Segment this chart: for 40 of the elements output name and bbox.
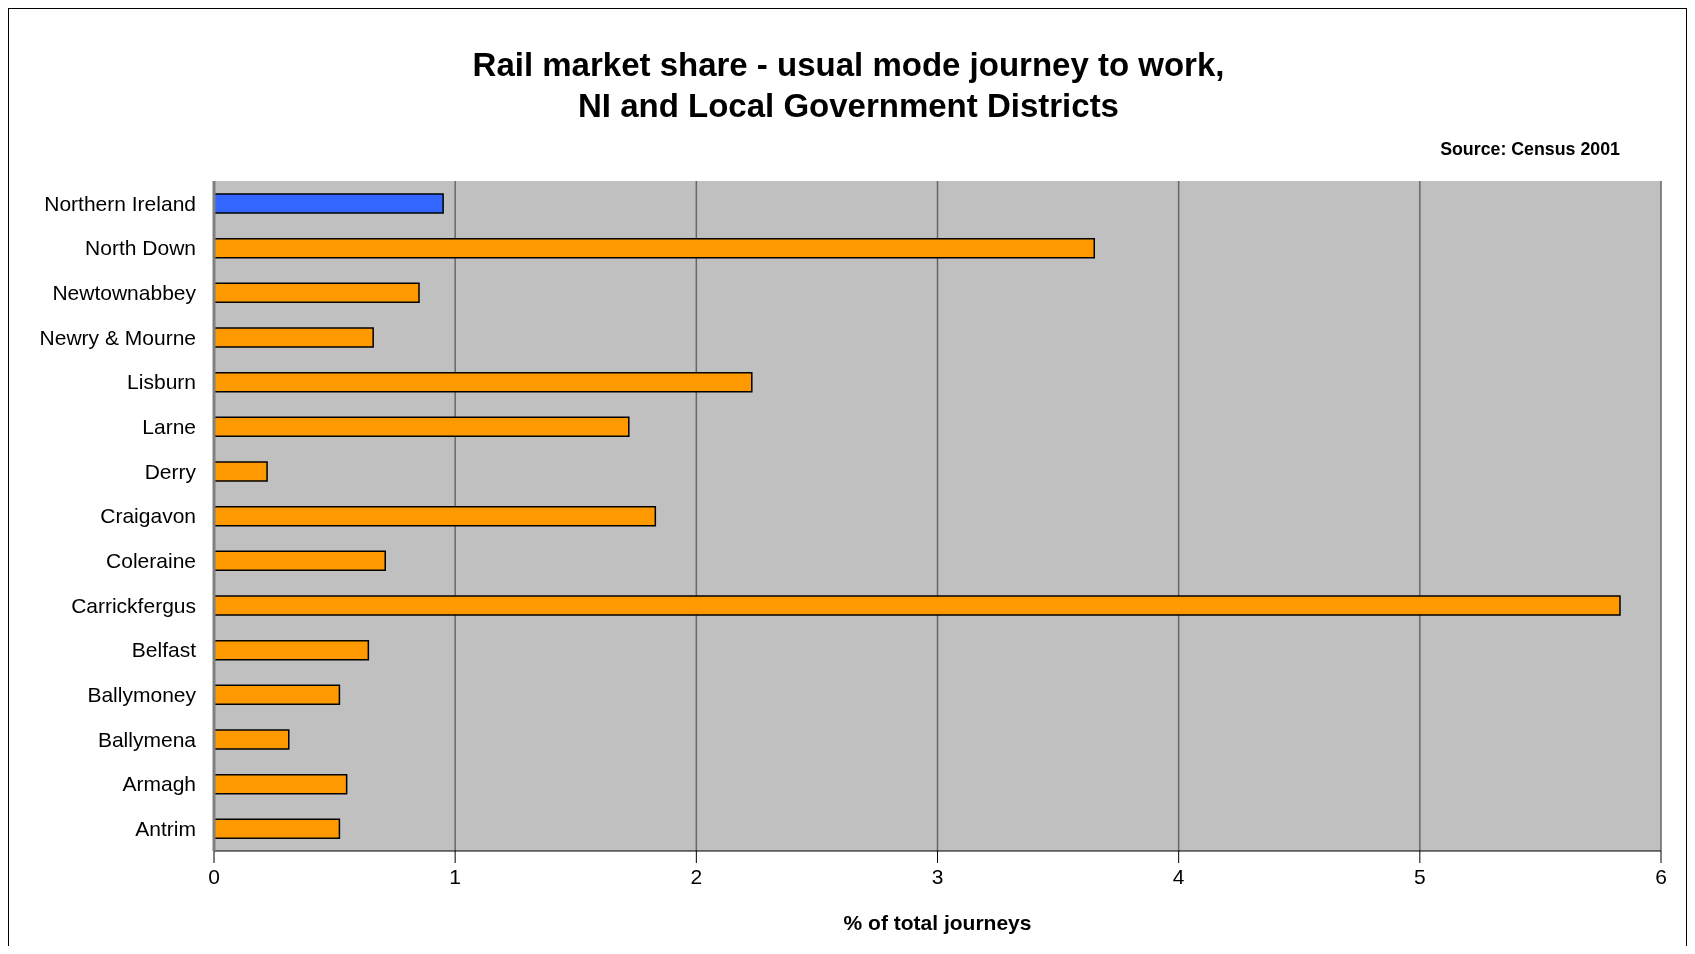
y-tick-label: Antrim	[135, 817, 196, 841]
x-tick-label: 5	[1413, 864, 1426, 888]
source-note: Source: Census 2001	[1440, 139, 1620, 160]
y-tick-label: Coleraine	[106, 549, 196, 573]
y-tick-label: Newtownabbey	[52, 281, 197, 305]
y-tick-label: Northern Ireland	[44, 191, 196, 215]
y-tick-label: Derry	[144, 459, 197, 483]
bar	[214, 595, 1621, 616]
x-tick-label: 6	[1655, 864, 1667, 888]
x-axis-title: % of total journeys	[842, 911, 1033, 935]
bar	[214, 729, 290, 750]
x-tick-label: 0	[208, 864, 220, 888]
x-tick-label: 2	[690, 864, 703, 888]
y-tick-label: Larne	[142, 415, 196, 439]
bar	[214, 550, 386, 572]
y-tick-label: Newry & Mourne	[39, 325, 196, 349]
bar	[214, 416, 630, 438]
bar	[214, 639, 370, 661]
bar	[214, 237, 1096, 259]
bar	[214, 684, 341, 706]
y-tick-label: Craigavon	[100, 504, 196, 528]
y-tick-label: Ballymoney	[87, 683, 197, 707]
bar	[214, 327, 374, 348]
y-tick-label: Armagh	[122, 772, 196, 796]
y-tick-label: Lisburn	[127, 370, 196, 394]
bar	[214, 193, 444, 214]
bar	[214, 371, 753, 393]
y-tick-label: Carrickfergus	[71, 593, 196, 617]
bar	[214, 461, 268, 482]
y-tick-label: Belfast	[131, 638, 197, 662]
bar	[214, 773, 348, 795]
bar	[214, 505, 657, 527]
x-tick-label: 3	[931, 864, 944, 888]
x-tick-label: 1	[449, 864, 462, 888]
bar	[214, 282, 420, 304]
y-tick-label: Ballymena	[97, 727, 197, 751]
y-tick-label: North Down	[85, 236, 196, 260]
chart-title: Rail market share - usual mode journey to work, NI and Local Government Districts	[471, 45, 1226, 126]
x-tick-label: 4	[1172, 864, 1185, 888]
bar	[214, 818, 341, 840]
